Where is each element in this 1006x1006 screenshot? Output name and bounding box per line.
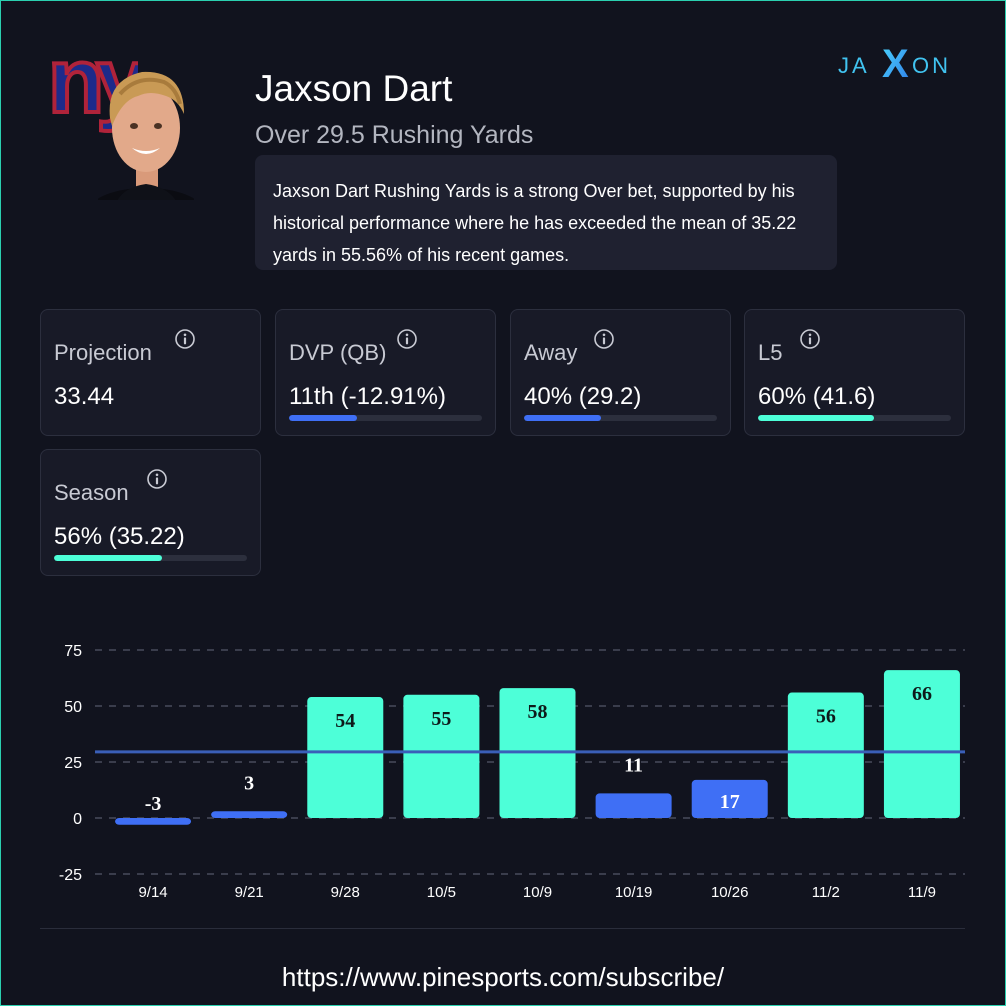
brand-x: X bbox=[882, 44, 909, 84]
data-label: 56 bbox=[816, 706, 836, 728]
brand-left: JA bbox=[838, 53, 870, 78]
x-tick-label: 9/14 bbox=[138, 884, 167, 901]
stat-value: 40% (29.2) bbox=[524, 383, 642, 410]
data-label: -3 bbox=[145, 793, 162, 815]
x-tick-label: 11/2 bbox=[812, 884, 840, 901]
data-label: 58 bbox=[528, 701, 548, 723]
stat-value: 56% (35.22) bbox=[54, 523, 185, 550]
progress-fill bbox=[54, 555, 163, 561]
prop-line: Over 29.5 Rushing Yards bbox=[255, 121, 534, 149]
data-label: 11 bbox=[624, 754, 643, 776]
stat-card-season: Season 56% (35.22) bbox=[40, 449, 261, 576]
progress-fill bbox=[758, 415, 874, 421]
chart-bar bbox=[691, 779, 768, 818]
progress-track bbox=[54, 555, 247, 561]
summary-text: Jaxson Dart Rushing Yards is a strong Ov… bbox=[273, 181, 797, 265]
y-tick-label: 25 bbox=[64, 755, 82, 772]
data-label: 55 bbox=[431, 708, 451, 730]
stat-value: 60% (41.6) bbox=[758, 383, 876, 410]
brand-logo: JA X ON bbox=[838, 44, 951, 84]
rushing-yards-chart: -25 0 25 50 75 -3 9/14 3 9/21 54 9/28 55 10/5 58 10/9 1… bbox=[59, 643, 965, 901]
stat-card-projection: Projection 33.44 bbox=[40, 309, 261, 436]
footer-url[interactable]: https://www.pinesports.com/subscribe/ bbox=[281, 962, 725, 992]
data-label: 54 bbox=[335, 710, 355, 732]
player-name: Jaxson Dart bbox=[255, 68, 453, 109]
x-tick-label: 11/9 bbox=[908, 884, 936, 901]
stat-card-l5: L5 60% (41.6) bbox=[744, 309, 965, 436]
summary-box: Jaxson Dart Rushing Yards is a strong Ov… bbox=[255, 155, 837, 270]
player-header-image: ny bbox=[48, 40, 198, 200]
progress-track bbox=[289, 415, 482, 421]
info-icon[interactable] bbox=[396, 328, 418, 350]
chart-bar bbox=[787, 692, 864, 818]
stat-label: Projection bbox=[54, 340, 152, 365]
data-label: 17 bbox=[720, 791, 740, 813]
progress-track bbox=[758, 415, 951, 421]
stat-label: DVP (QB) bbox=[289, 340, 387, 365]
progress-fill bbox=[524, 415, 602, 421]
player-photo bbox=[98, 71, 194, 200]
x-tick-label: 9/21 bbox=[235, 884, 264, 901]
chart-bar bbox=[883, 670, 960, 818]
info-icon[interactable] bbox=[146, 468, 168, 490]
progress-fill bbox=[289, 415, 357, 421]
info-icon[interactable] bbox=[174, 328, 196, 350]
chart-bar bbox=[307, 697, 384, 818]
y-tick-label: 75 bbox=[64, 643, 82, 660]
progress-track bbox=[524, 415, 717, 421]
x-tick-label: 9/28 bbox=[331, 884, 360, 901]
info-icon[interactable] bbox=[593, 328, 615, 350]
chart-bar bbox=[403, 694, 480, 818]
chart-bar bbox=[211, 811, 288, 818]
stat-card-away: Away 40% (29.2) bbox=[510, 309, 731, 436]
data-label: 3 bbox=[244, 772, 254, 794]
stat-label: L5 bbox=[758, 340, 783, 365]
stat-card-dvp: DVP (QB) 11th (-12.91%) bbox=[275, 309, 496, 436]
stat-label: Away bbox=[524, 340, 578, 365]
data-label: 66 bbox=[912, 683, 932, 705]
stat-value: 11th (-12.91%) bbox=[289, 383, 446, 410]
x-tick-label: 10/26 bbox=[711, 884, 749, 901]
x-tick-label: 10/5 bbox=[427, 884, 456, 901]
stat-label: Season bbox=[54, 480, 129, 505]
info-icon[interactable] bbox=[799, 328, 821, 350]
divider bbox=[40, 928, 965, 929]
brand-right: ON bbox=[912, 53, 951, 78]
chart-bar bbox=[595, 793, 672, 818]
x-tick-label: 10/19 bbox=[615, 884, 653, 901]
y-tick-label: 0 bbox=[73, 811, 82, 828]
chart-bar bbox=[115, 818, 192, 825]
stat-value: 33.44 bbox=[54, 383, 115, 410]
y-tick-label: -25 bbox=[59, 867, 82, 884]
x-tick-label: 10/9 bbox=[523, 884, 552, 901]
y-tick-label: 50 bbox=[64, 699, 82, 716]
